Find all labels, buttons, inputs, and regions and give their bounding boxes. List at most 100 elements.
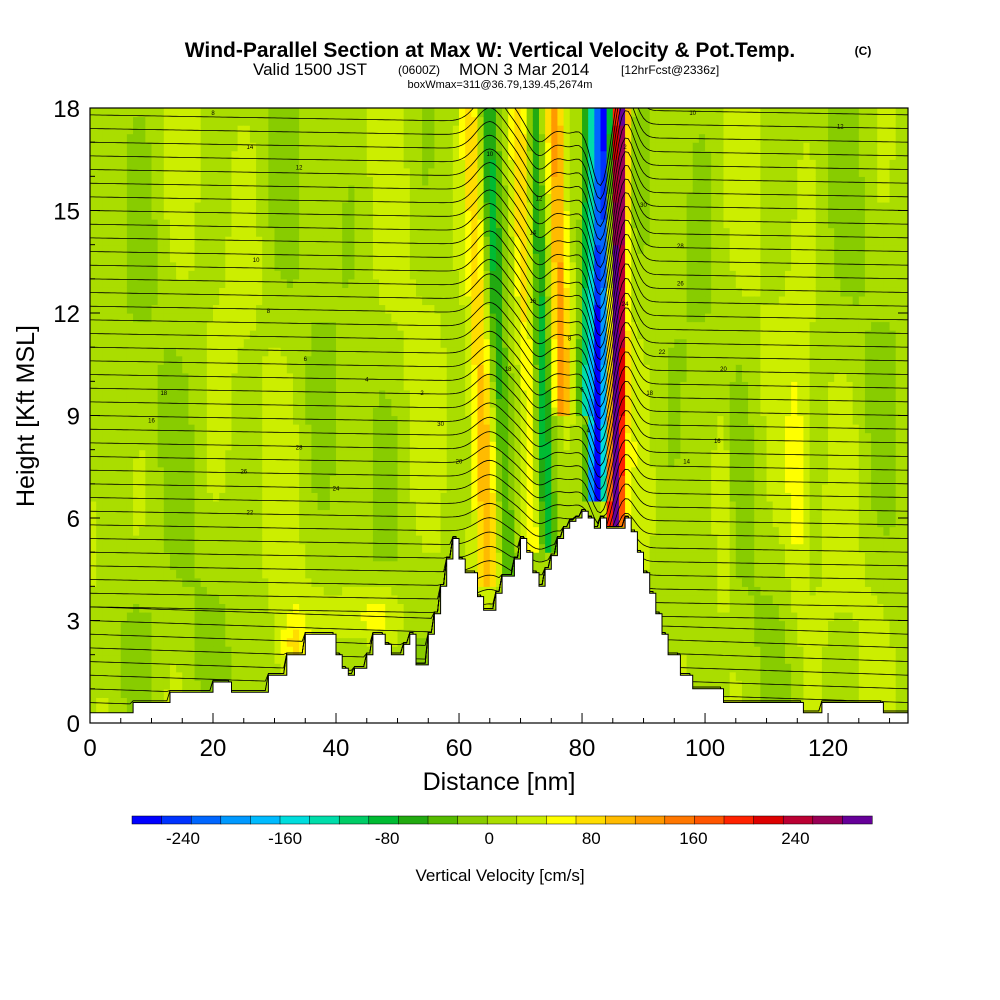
velocity-cell	[102, 347, 110, 357]
velocity-cell	[311, 466, 319, 476]
velocity-cell	[379, 253, 386, 263]
velocity-cell	[342, 449, 349, 459]
velocity-cell	[145, 458, 153, 468]
velocity-cell	[336, 586, 343, 596]
velocity-cell	[274, 244, 282, 254]
velocity-cell	[268, 483, 276, 493]
velocity-cell	[219, 526, 226, 536]
velocity-cell	[428, 219, 436, 229]
velocity-cell	[477, 535, 485, 545]
velocity-cell	[391, 594, 399, 605]
velocity-cell	[477, 304, 485, 314]
velocity-cell	[483, 577, 491, 587]
velocity-cell	[145, 295, 153, 306]
velocity-cell	[133, 415, 140, 425]
velocity-cell	[237, 466, 245, 476]
velocity-cell	[428, 509, 436, 519]
velocity-cell	[391, 364, 399, 374]
velocity-cell	[495, 381, 503, 391]
velocity-cell	[262, 458, 269, 468]
velocity-cell	[360, 620, 368, 630]
velocity-cell	[323, 133, 331, 143]
velocity-cell	[292, 629, 300, 639]
velocity-cell	[299, 637, 306, 647]
velocity-cell	[151, 227, 159, 237]
velocity-cell	[237, 398, 245, 408]
velocity-cell	[286, 509, 294, 519]
velocity-cell	[120, 441, 128, 451]
velocity-cell	[194, 219, 202, 229]
velocity-cell	[194, 518, 202, 528]
velocity-cell	[342, 167, 349, 177]
velocity-cell	[262, 193, 269, 203]
velocity-cell	[182, 560, 190, 570]
velocity-cell	[305, 193, 313, 203]
velocity-cell	[317, 108, 325, 118]
velocity-cell	[415, 167, 423, 177]
velocity-cell	[126, 475, 134, 485]
velocity-cell	[311, 176, 319, 186]
velocity-cell	[397, 466, 405, 476]
velocity-cell	[465, 449, 472, 459]
velocity-cell	[286, 219, 294, 229]
velocity-cell	[219, 261, 226, 271]
velocity-cell	[188, 518, 196, 528]
velocity-cell	[90, 646, 97, 656]
velocity-cell	[262, 569, 269, 579]
velocity-cell	[477, 253, 485, 263]
velocity-cell	[409, 287, 417, 297]
velocity-cell	[286, 278, 294, 288]
velocity-cell	[489, 210, 497, 220]
velocity-cell	[459, 347, 466, 357]
velocity-cell	[409, 338, 417, 348]
velocity-cell	[471, 184, 479, 195]
velocity-cell	[194, 441, 202, 451]
velocity-cell	[262, 432, 269, 442]
velocity-cell	[169, 663, 177, 673]
velocity-cell	[415, 313, 423, 323]
velocity-cell	[348, 560, 356, 570]
velocity-cell	[145, 424, 153, 434]
velocity-cell	[249, 415, 257, 425]
velocity-cell	[256, 680, 263, 690]
velocity-cell	[139, 184, 146, 195]
velocity-cell	[133, 492, 140, 502]
velocity-cell	[459, 193, 466, 203]
velocity-cell	[182, 680, 190, 690]
velocity-cell	[182, 253, 190, 263]
velocity-cell	[508, 432, 515, 442]
velocity-cell	[409, 133, 417, 143]
velocity-cell	[96, 680, 103, 690]
velocity-cell	[139, 500, 146, 511]
velocity-cell	[446, 184, 454, 195]
velocity-cell	[139, 278, 146, 288]
velocity-cell	[452, 159, 460, 169]
velocity-cell	[176, 637, 183, 647]
velocity-cell	[108, 381, 116, 391]
velocity-cell	[243, 364, 251, 374]
velocity-cell	[120, 680, 128, 690]
velocity-cell	[145, 654, 153, 664]
velocity-cell	[397, 415, 405, 425]
velocity-cell	[385, 150, 392, 160]
velocity-cell	[114, 475, 122, 485]
velocity-cell	[249, 680, 257, 690]
velocity-cell	[434, 193, 442, 203]
velocity-cell	[489, 133, 497, 143]
velocity-cell	[292, 184, 300, 195]
velocity-cell	[434, 364, 442, 374]
velocity-cell	[415, 543, 423, 553]
velocity-cell	[280, 432, 288, 442]
velocity-cell	[256, 125, 263, 135]
velocity-cell	[126, 552, 134, 562]
velocity-cell	[249, 201, 257, 212]
velocity-cell	[360, 654, 368, 664]
velocity-cell	[323, 236, 331, 246]
velocity-cell	[120, 287, 128, 297]
velocity-cell	[495, 236, 503, 246]
velocity-cell	[280, 415, 288, 425]
velocity-cell	[90, 227, 97, 237]
velocity-cell	[213, 586, 220, 596]
velocity-cell	[262, 150, 269, 160]
velocity-cell	[366, 184, 374, 195]
